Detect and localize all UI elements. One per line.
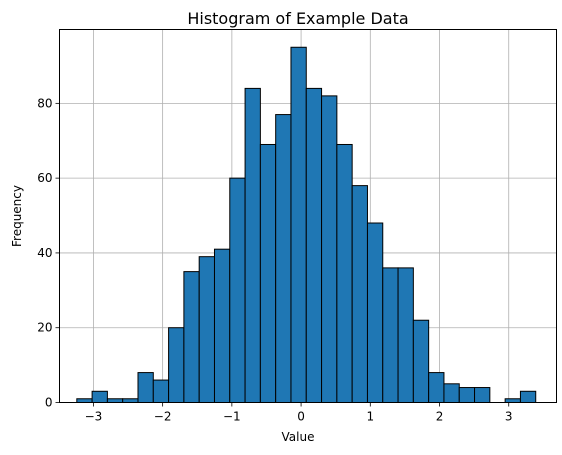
histogram-bar-14 <box>290 46 307 404</box>
histogram-bar-22 <box>412 319 430 404</box>
histogram-bar-5 <box>152 379 170 403</box>
histogram-bar-12 <box>259 143 277 403</box>
histogram-bar-13 <box>275 114 292 403</box>
histogram-bar-25 <box>458 387 476 403</box>
y-tick-label-3: 60 <box>37 171 52 185</box>
y-tick-label-2: 40 <box>37 246 52 260</box>
histogram-bar-23 <box>428 372 445 403</box>
y-axis-label: Frequency <box>10 185 24 247</box>
histogram-bar-11 <box>244 87 261 403</box>
y-tick-label-0: 0 <box>45 396 53 410</box>
chart-title: Histogram of Example Data <box>187 9 408 28</box>
x-tick-label-4: 1 <box>366 410 374 424</box>
histogram-bar-7 <box>183 271 200 403</box>
histogram-bar-10 <box>229 177 246 403</box>
plot-frame <box>59 29 557 403</box>
y-axis-ticks: 0 20 40 60 80 <box>37 96 60 410</box>
histogram-bar-3 <box>122 398 139 403</box>
histogram-bar-19 <box>366 222 384 403</box>
histogram-bar-8 <box>198 256 215 403</box>
y-tick-label-1: 20 <box>37 321 52 335</box>
histogram-bar-4 <box>137 372 154 403</box>
x-tick-label-5: 2 <box>436 410 444 424</box>
histogram-bar-9 <box>213 248 231 403</box>
x-tick-label-3: 0 <box>297 410 305 424</box>
x-tick-label-6: 3 <box>505 410 513 424</box>
histogram-bar-15 <box>305 87 323 403</box>
histogram-bar-2 <box>106 398 124 403</box>
histogram-bar-18 <box>351 185 368 403</box>
histogram-bar-28 <box>504 398 521 403</box>
x-tick-label-1: −2 <box>154 410 172 424</box>
histogram-bar-0 <box>76 398 93 403</box>
x-tick-label-2: −1 <box>223 410 241 424</box>
x-axis-label: Value <box>282 430 315 444</box>
histogram-bar-16 <box>321 95 338 403</box>
histogram-bar-20 <box>382 267 399 403</box>
histogram-bar-26 <box>474 387 491 403</box>
x-tick-label-0: −3 <box>85 410 103 424</box>
histogram-bar-29 <box>519 390 537 403</box>
histogram-bar-6 <box>168 327 185 404</box>
histogram-bar-21 <box>397 267 414 403</box>
bars <box>76 46 537 404</box>
y-tick-label-4: 80 <box>37 96 52 110</box>
histogram-bar-17 <box>336 143 353 403</box>
histogram-bar-24 <box>443 383 460 403</box>
histogram-bar-1 <box>91 390 108 403</box>
x-axis-ticks: −3 −2 −1 0 1 2 3 <box>85 402 513 424</box>
